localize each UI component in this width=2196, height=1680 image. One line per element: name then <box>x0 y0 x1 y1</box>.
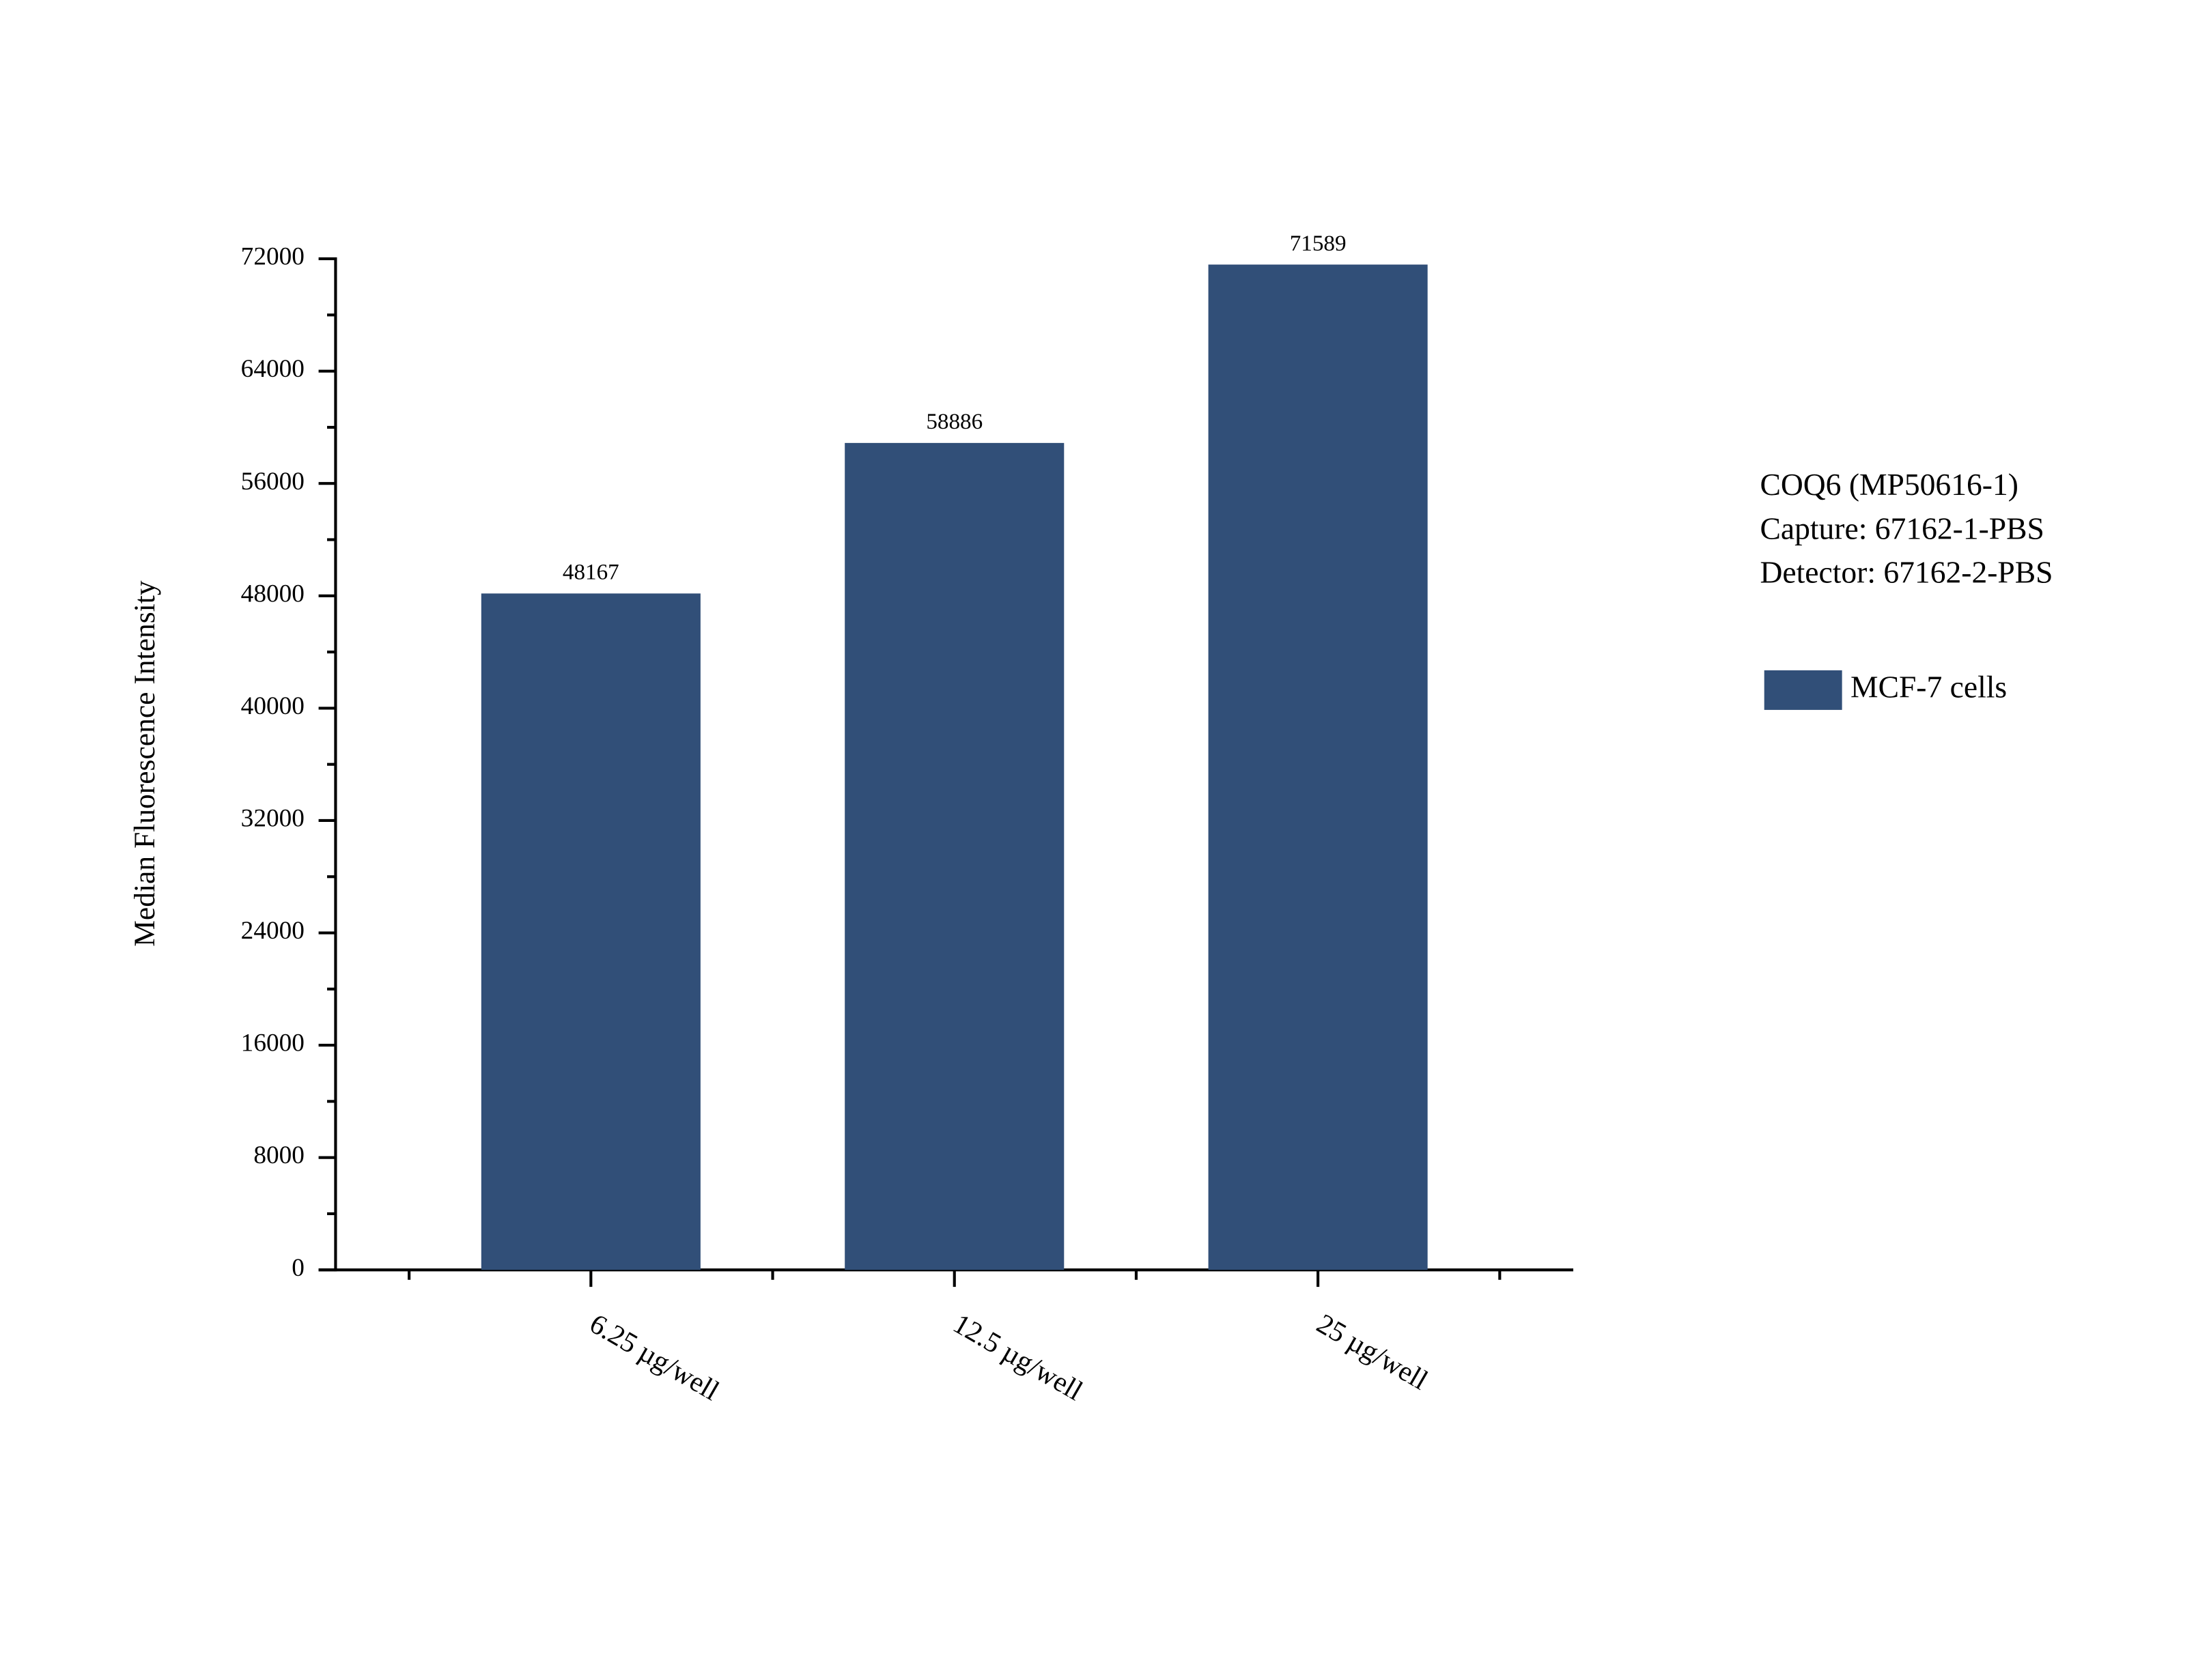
value-label: 48167 <box>563 560 619 585</box>
x-tick-label: 25 µg/well <box>1312 1307 1433 1395</box>
annotation: COQ6 (MP50616-1) <box>1760 467 2018 502</box>
bar <box>1208 264 1428 1270</box>
legend-swatch <box>1764 670 1842 710</box>
legend-label: MCF-7 cells <box>1850 669 2007 704</box>
y-tick-label: 32000 <box>241 805 305 833</box>
value-label: 58886 <box>926 409 983 434</box>
y-tick-label: 64000 <box>241 355 305 383</box>
annotation: Capture: 67162-1-PBS <box>1760 511 2044 545</box>
y-tick-label: 48000 <box>241 580 305 608</box>
bar <box>481 593 701 1270</box>
x-tick-label: 6.25 µg/well <box>585 1307 724 1406</box>
y-tick-label: 8000 <box>253 1141 305 1169</box>
y-tick-label: 56000 <box>241 468 305 496</box>
bar <box>845 442 1065 1270</box>
y-tick-label: 24000 <box>241 917 305 945</box>
value-label: 71589 <box>1290 231 1347 256</box>
y-tick-label: 0 <box>292 1254 305 1282</box>
x-tick-label: 12.5 µg/well <box>948 1307 1088 1406</box>
y-axis-label: Median Fluorescence Intensity <box>128 580 161 947</box>
y-tick-label: 40000 <box>241 692 305 720</box>
y-tick-label: 72000 <box>241 243 305 271</box>
annotation: Detector: 67162-2-PBS <box>1760 555 2053 590</box>
y-tick-label: 16000 <box>241 1029 305 1057</box>
